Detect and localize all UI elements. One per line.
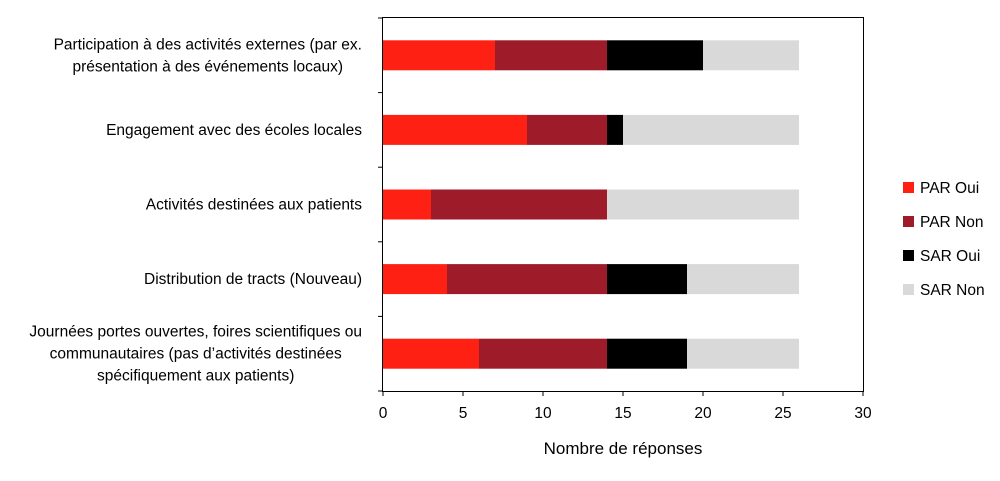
category-label: Journées portes ouvertes, foires scienti… [29, 324, 362, 385]
x-tick-label: 20 [694, 405, 712, 422]
x-tick-label: 0 [379, 405, 388, 422]
legend-label: PAR Oui [920, 180, 979, 197]
x-tick-label: 10 [534, 405, 552, 422]
category-label-line: communautaires (pas d’activités destinée… [50, 346, 342, 363]
legend: PAR Oui PAR Non SAR Oui SAR Non [903, 180, 985, 299]
category-label-line: Activités destinées aux patients [146, 197, 363, 214]
bar-segment [431, 189, 607, 220]
legend-swatch [903, 284, 914, 295]
bar-segment [527, 114, 607, 145]
bar-segment [479, 338, 607, 369]
bar-segment [447, 264, 607, 295]
x-axis-ticks: 0 5 10 15 20 25 30 [379, 391, 872, 422]
x-tick-label: 30 [854, 405, 872, 422]
x-axis-title: Nombre de réponses [544, 439, 703, 458]
legend-swatch [903, 216, 914, 227]
category-label: Activités destinées aux patients [146, 197, 363, 214]
legend-label: SAR Oui [920, 248, 980, 265]
bar-segment [623, 114, 799, 145]
category-label: Distribution de tracts (Nouveau) [144, 271, 362, 288]
category-labels: Participation à des activités externes (… [29, 36, 362, 384]
bar-segment [383, 40, 495, 71]
bar-segment [383, 189, 431, 220]
bar-segment [383, 114, 527, 145]
bar-segment [607, 264, 687, 295]
bar-segment [607, 338, 687, 369]
bar-segment [687, 264, 799, 295]
x-tick-label: 5 [459, 405, 468, 422]
y-axis-ticks [378, 17, 383, 392]
bar-segment [383, 264, 447, 295]
legend-swatch [903, 182, 914, 193]
category-label-line: présentation à des événements locaux) [73, 58, 344, 75]
bar-segment [607, 114, 623, 145]
category-label-line: Journées portes ouvertes, foires scienti… [29, 324, 362, 341]
bar-segment [703, 40, 799, 71]
category-label-line: Distribution de tracts (Nouveau) [144, 271, 362, 288]
bar-segment [687, 338, 799, 369]
category-label-line: Engagement avec des écoles locales [106, 122, 362, 139]
x-tick-label: 25 [774, 405, 791, 422]
bar-segment [495, 40, 607, 71]
category-label-line: Participation à des activités externes (… [54, 36, 362, 53]
category-label-line: spécifiquement aux patients) [97, 368, 294, 385]
bars-group [383, 40, 799, 369]
bar-segment [607, 40, 703, 71]
bar-segment [607, 189, 799, 220]
category-label: Engagement avec des écoles locales [106, 122, 362, 139]
category-label: Participation à des activités externes (… [54, 36, 362, 75]
x-tick-label: 15 [614, 405, 631, 422]
legend-label: PAR Non [920, 214, 983, 231]
legend-label: SAR Non [920, 282, 985, 299]
legend-swatch [903, 250, 914, 261]
bar-segment [383, 338, 479, 369]
